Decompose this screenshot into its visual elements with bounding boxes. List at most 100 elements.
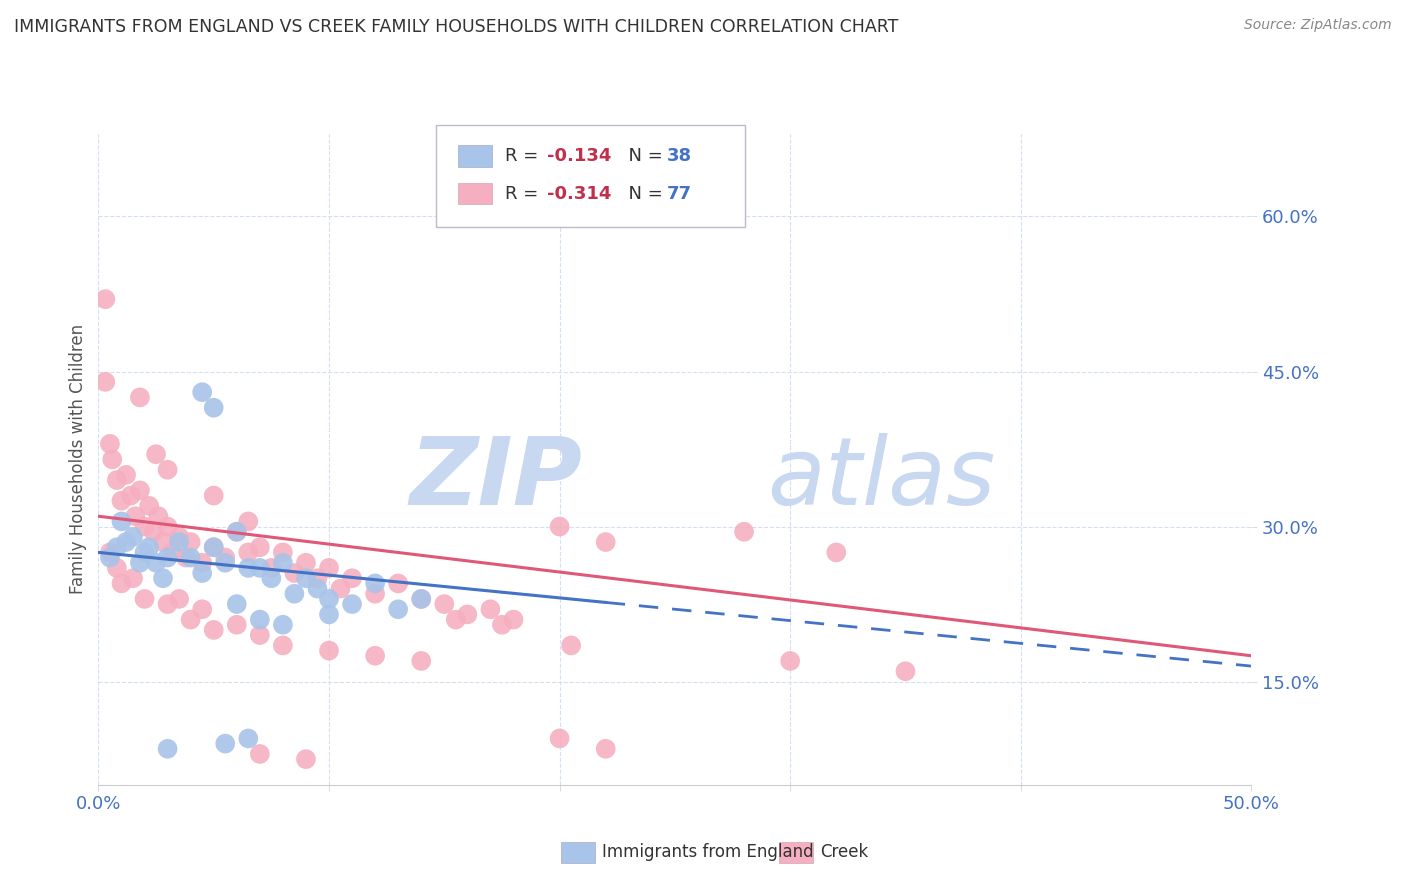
Point (260, 561, 283, 575)
Point (94, 375, 117, 389)
Point (152, 535, 174, 549)
Point (94, 292, 117, 306)
Point (260, 571, 283, 585)
Point (307, 571, 329, 585)
Point (307, 582, 329, 596)
Point (152, 571, 174, 585)
Point (283, 566, 305, 580)
Point (283, 587, 305, 601)
Point (145, 556, 167, 570)
Point (202, 489, 225, 503)
Point (456, 607, 478, 622)
Point (225, 524, 247, 539)
Point (148, 509, 170, 524)
Point (156, 519, 179, 533)
Point (98, 545, 121, 559)
Point (238, 731, 260, 746)
Point (101, 452, 124, 467)
Point (387, 576, 409, 591)
Text: N =: N = (617, 185, 669, 202)
Point (295, 571, 318, 585)
Y-axis label: Family Households with Children: Family Households with Children (69, 325, 87, 594)
Point (145, 447, 167, 461)
Point (295, 752, 318, 766)
Point (825, 545, 848, 559)
Point (142, 524, 165, 539)
Text: Source: ZipAtlas.com: Source: ZipAtlas.com (1244, 18, 1392, 32)
Point (156, 463, 179, 477)
Point (318, 561, 340, 575)
Point (214, 556, 236, 570)
Point (433, 597, 456, 611)
Point (138, 499, 160, 513)
Point (295, 556, 318, 570)
Point (340, 597, 363, 611)
Point (156, 550, 179, 565)
Point (160, 545, 183, 559)
Point (98, 550, 121, 565)
Point (271, 556, 294, 570)
Point (225, 617, 247, 632)
Point (138, 540, 160, 554)
Point (318, 643, 340, 657)
Point (129, 556, 152, 570)
Point (733, 524, 755, 539)
Point (105, 540, 128, 554)
Point (202, 623, 225, 637)
Text: Immigrants from England: Immigrants from England (602, 843, 814, 861)
Point (110, 493, 132, 508)
Point (411, 591, 433, 606)
Point (129, 483, 152, 498)
Point (115, 467, 138, 482)
Point (238, 515, 260, 529)
Point (548, 731, 571, 746)
Point (894, 665, 917, 679)
Point (364, 576, 387, 591)
Point (156, 741, 179, 756)
Point (249, 540, 271, 554)
Point (225, 524, 247, 539)
Text: R =: R = (505, 185, 544, 202)
Point (122, 571, 145, 585)
Point (167, 530, 190, 544)
Point (491, 617, 513, 632)
Point (271, 639, 294, 653)
Point (202, 540, 225, 554)
Point (364, 648, 387, 663)
Text: ZIP: ZIP (409, 433, 582, 524)
Point (238, 561, 260, 575)
Point (271, 617, 294, 632)
Point (214, 737, 236, 751)
Point (120, 489, 142, 503)
Point (444, 613, 467, 627)
Point (167, 591, 190, 606)
Point (191, 556, 214, 570)
Point (202, 401, 225, 415)
Point (174, 550, 197, 565)
Text: N =: N = (617, 147, 669, 165)
Point (191, 602, 214, 616)
Text: -0.314: -0.314 (547, 185, 612, 202)
Point (167, 535, 190, 549)
Point (249, 561, 271, 575)
Point (271, 545, 294, 559)
Point (180, 535, 202, 549)
Point (249, 628, 271, 642)
Point (238, 545, 260, 559)
Point (502, 613, 524, 627)
Point (548, 519, 571, 533)
Point (122, 530, 145, 544)
Point (479, 602, 502, 616)
Point (180, 550, 202, 565)
Text: R =: R = (505, 147, 544, 165)
Point (595, 741, 617, 756)
Point (129, 390, 152, 404)
Point (134, 545, 156, 559)
Point (98, 437, 121, 451)
Text: -0.134: -0.134 (547, 147, 612, 165)
Point (110, 576, 132, 591)
Point (105, 561, 128, 575)
Point (249, 613, 271, 627)
Text: atlas: atlas (768, 434, 995, 524)
Point (134, 591, 156, 606)
